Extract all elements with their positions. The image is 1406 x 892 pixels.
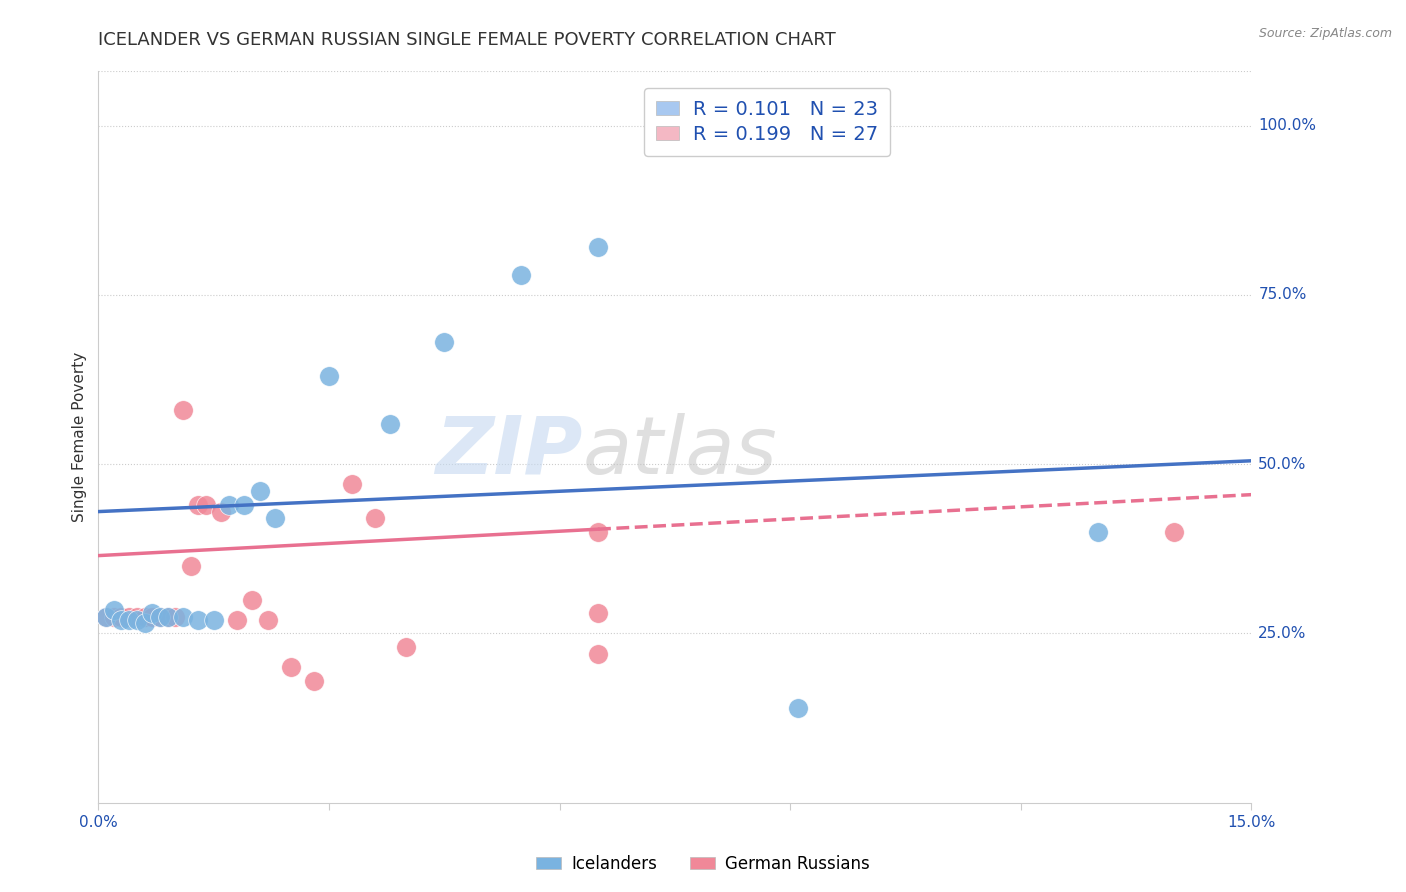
Point [118, 609, 141, 624]
Point [110, 609, 132, 624]
Point [125, 609, 148, 624]
Point [149, 609, 172, 624]
Point [318, 369, 340, 384]
Point [110, 613, 132, 627]
Point [280, 660, 302, 674]
Point [586, 606, 609, 620]
Legend: Icelanders, German Russians: Icelanders, German Russians [529, 848, 877, 880]
Text: 25.0%: 25.0% [1258, 626, 1306, 641]
Text: ZIP: ZIP [436, 413, 582, 491]
Point [180, 558, 202, 573]
Y-axis label: Single Female Poverty: Single Female Poverty [72, 352, 87, 522]
Point [264, 511, 287, 525]
Point [141, 609, 163, 624]
Point [156, 609, 179, 624]
Point [240, 592, 263, 607]
Point [510, 268, 533, 282]
Point [586, 240, 609, 254]
Point [103, 603, 125, 617]
Point [340, 477, 363, 491]
Point [187, 613, 209, 627]
Text: 75.0%: 75.0% [1258, 287, 1306, 302]
Point [586, 524, 609, 539]
Legend: R = 0.101   N = 23, R = 0.199   N = 27: R = 0.101 N = 23, R = 0.199 N = 27 [644, 88, 890, 155]
Text: 50.0%: 50.0% [1258, 457, 1306, 472]
Point [395, 640, 418, 654]
Point [156, 609, 179, 624]
Text: Source: ZipAtlas.com: Source: ZipAtlas.com [1258, 27, 1392, 40]
Point [125, 613, 148, 627]
Text: ICELANDER VS GERMAN RUSSIAN SINGLE FEMALE POVERTY CORRELATION CHART: ICELANDER VS GERMAN RUSSIAN SINGLE FEMAL… [98, 31, 837, 49]
Point [586, 647, 609, 661]
Point [94, 609, 117, 624]
Point [134, 616, 156, 631]
Point [195, 498, 218, 512]
Point [103, 609, 125, 624]
Point [141, 606, 163, 620]
Text: 100.0%: 100.0% [1258, 118, 1316, 133]
Point [364, 511, 387, 525]
Point [380, 417, 402, 431]
Point [149, 609, 172, 624]
Point [249, 484, 271, 499]
Point [94, 609, 117, 624]
Point [209, 505, 232, 519]
Text: atlas: atlas [582, 413, 778, 491]
Point [1163, 524, 1185, 539]
Point [202, 613, 225, 627]
Point [134, 609, 156, 624]
Point [233, 498, 256, 512]
Point [187, 498, 209, 512]
Point [225, 613, 247, 627]
Point [256, 613, 278, 627]
Point [1087, 524, 1109, 539]
Point [165, 609, 187, 624]
Point [172, 403, 194, 417]
Point [172, 609, 194, 624]
Point [218, 498, 240, 512]
Point [433, 335, 456, 350]
Point [302, 673, 325, 688]
Point [118, 613, 141, 627]
Point [786, 701, 808, 715]
